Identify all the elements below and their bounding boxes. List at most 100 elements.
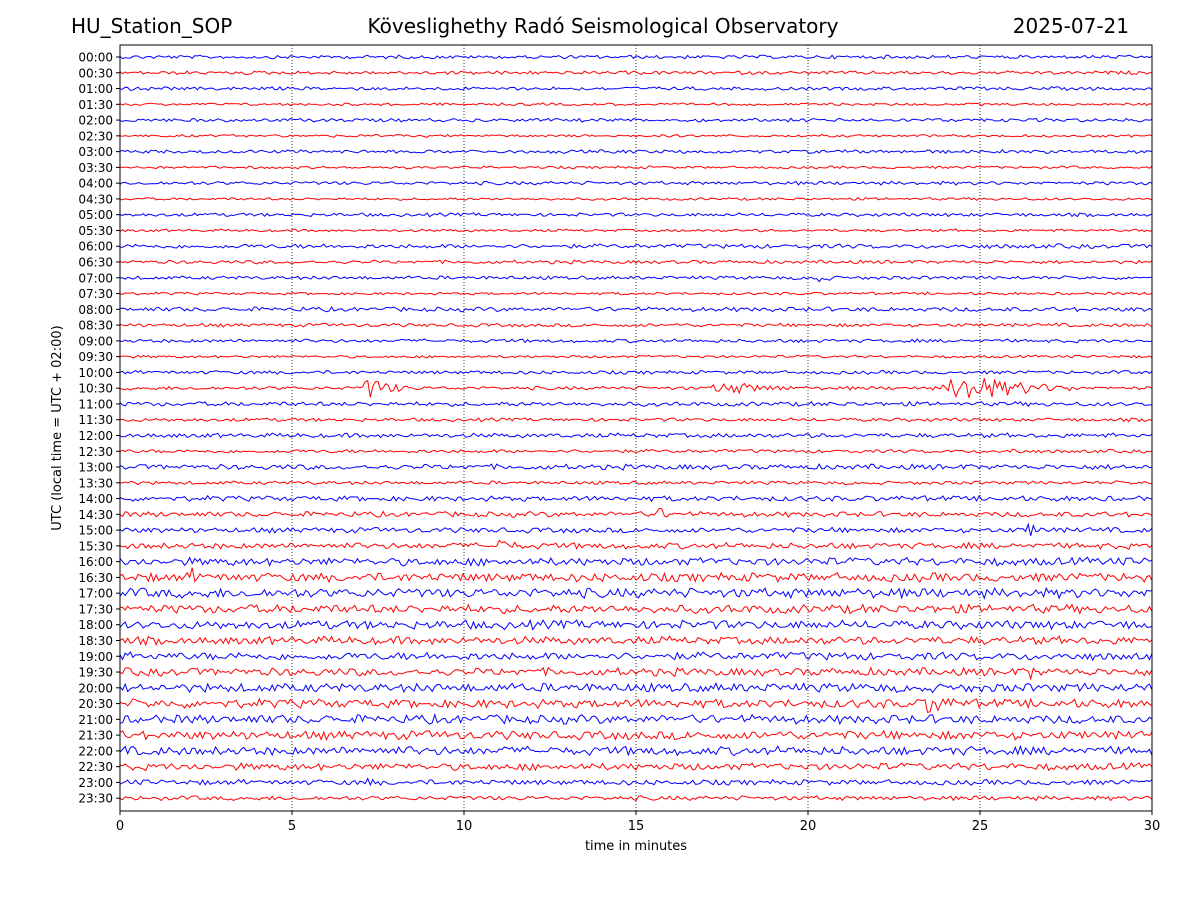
y-tick-label: 07:00 bbox=[78, 271, 113, 285]
trace-0500 bbox=[119, 212, 1153, 218]
y-tick-label: 07:30 bbox=[78, 287, 113, 301]
y-tick-label: 22:00 bbox=[78, 744, 113, 758]
trace-0200 bbox=[119, 117, 1153, 123]
trace-1200 bbox=[119, 432, 1153, 439]
y-tick-label: 23:00 bbox=[78, 776, 113, 790]
y-tick-label: 00:30 bbox=[78, 66, 113, 80]
trace-0230 bbox=[119, 133, 1153, 138]
x-tick-label: 25 bbox=[972, 819, 989, 834]
trace-2100 bbox=[119, 713, 1153, 726]
trace-1230 bbox=[119, 448, 1153, 454]
x-tick-label: 5 bbox=[288, 819, 296, 834]
x-tick-label: 20 bbox=[800, 819, 817, 834]
trace-1430 bbox=[119, 507, 1153, 518]
x-tick-label: 10 bbox=[456, 819, 473, 834]
y-tick-label: 23:30 bbox=[78, 792, 113, 806]
y-tick-label: 12:30 bbox=[78, 445, 113, 459]
y-tick-label: 10:30 bbox=[78, 382, 113, 396]
y-axis-label: UTC (local time = UTC + 02:00) bbox=[50, 325, 65, 530]
y-tick-label: 09:00 bbox=[78, 334, 113, 348]
y-tick-label: 05:00 bbox=[78, 208, 113, 222]
y-tick-label: 03:00 bbox=[78, 145, 113, 159]
x-tick-labels: 0 5 10 15 20 25 30 bbox=[116, 811, 1160, 834]
trace-1530 bbox=[119, 539, 1153, 550]
trace-0830 bbox=[119, 322, 1153, 328]
trace-0630 bbox=[119, 259, 1153, 265]
y-tick-label: 00:00 bbox=[78, 51, 113, 65]
trace-0900 bbox=[119, 338, 1153, 344]
trace-2230 bbox=[119, 762, 1153, 772]
trace-1000 bbox=[119, 369, 1153, 375]
trace-1900 bbox=[119, 651, 1153, 662]
y-tick-label: 16:30 bbox=[78, 571, 113, 585]
grid-lines bbox=[291, 45, 981, 811]
trace-1700 bbox=[119, 586, 1153, 600]
y-tick-label: 18:00 bbox=[78, 618, 113, 632]
y-tick-label: 19:00 bbox=[78, 650, 113, 664]
y-tick-label: 06:30 bbox=[78, 256, 113, 270]
trace-0700 bbox=[119, 275, 1152, 283]
trace-1130 bbox=[119, 417, 1153, 423]
trace-0300 bbox=[119, 149, 1153, 155]
trace-2000 bbox=[119, 682, 1153, 694]
y-tick-label: 20:00 bbox=[78, 681, 113, 695]
y-tick-label: 21:30 bbox=[78, 729, 113, 743]
trace-0730 bbox=[119, 291, 1153, 296]
trace-0800 bbox=[119, 306, 1153, 313]
trace-0430 bbox=[119, 196, 1153, 201]
y-tick-label: 03:30 bbox=[78, 161, 113, 175]
trace-0600 bbox=[120, 243, 1153, 250]
trace-0130 bbox=[119, 102, 1153, 107]
trace-2300 bbox=[119, 777, 1153, 787]
y-tick-label: 10:00 bbox=[78, 366, 113, 380]
y-tick-label: 14:00 bbox=[78, 492, 113, 506]
y-tick-label: 01:00 bbox=[78, 82, 113, 96]
y-tick-label: 04:00 bbox=[78, 177, 113, 191]
y-tick-label: 13:00 bbox=[78, 461, 113, 475]
trace-2130 bbox=[119, 729, 1153, 742]
x-tick-label: 15 bbox=[628, 819, 645, 834]
y-tick-label: 02:30 bbox=[78, 129, 113, 143]
y-tick-label: 04:30 bbox=[78, 192, 113, 206]
trace-0100 bbox=[120, 85, 1153, 92]
y-tick-label: 06:00 bbox=[78, 240, 113, 254]
trace-1930 bbox=[119, 666, 1153, 681]
trace-1800 bbox=[119, 618, 1153, 631]
trace-1630 bbox=[119, 567, 1153, 584]
trace-2330 bbox=[119, 795, 1153, 802]
trace-0400 bbox=[119, 180, 1153, 186]
trace-2030 bbox=[119, 697, 1153, 714]
trace-1030 bbox=[119, 378, 1153, 399]
y-tick-label: 11:00 bbox=[78, 397, 113, 411]
seismic-traces bbox=[119, 54, 1153, 802]
trace-1300 bbox=[119, 463, 1153, 471]
y-tick-label: 22:30 bbox=[78, 760, 113, 774]
trace-1400 bbox=[119, 494, 1153, 503]
y-tick-label: 15:30 bbox=[78, 539, 113, 553]
y-tick-label: 17:30 bbox=[78, 602, 113, 616]
trace-0930 bbox=[119, 354, 1153, 359]
trace-1330 bbox=[120, 480, 1153, 486]
x-axis-label: time in minutes bbox=[585, 839, 687, 854]
y-tick-label: 16:00 bbox=[78, 555, 113, 569]
y-tick-label: 21:00 bbox=[78, 713, 113, 727]
y-tick-label: 20:30 bbox=[78, 697, 113, 711]
x-tick-label: 0 bbox=[116, 819, 124, 834]
trace-0000 bbox=[119, 54, 1153, 60]
y-tick-label: 19:30 bbox=[78, 666, 113, 680]
chart-title: Köveslighethy Radó Seismological Observa… bbox=[367, 14, 839, 38]
trace-1730 bbox=[119, 603, 1153, 615]
y-tick-label: 08:00 bbox=[78, 303, 113, 317]
y-tick-label: 05:30 bbox=[78, 224, 113, 238]
trace-0030 bbox=[119, 70, 1152, 76]
y-tick-label: 15:00 bbox=[78, 524, 113, 538]
trace-2200 bbox=[119, 744, 1153, 757]
trace-1500 bbox=[119, 522, 1153, 536]
y-tick-label: 18:30 bbox=[78, 634, 113, 648]
y-tick-label: 08:30 bbox=[78, 319, 113, 333]
trace-1830 bbox=[119, 635, 1153, 647]
x-tick-label: 30 bbox=[1144, 819, 1161, 834]
trace-0330 bbox=[119, 165, 1153, 170]
